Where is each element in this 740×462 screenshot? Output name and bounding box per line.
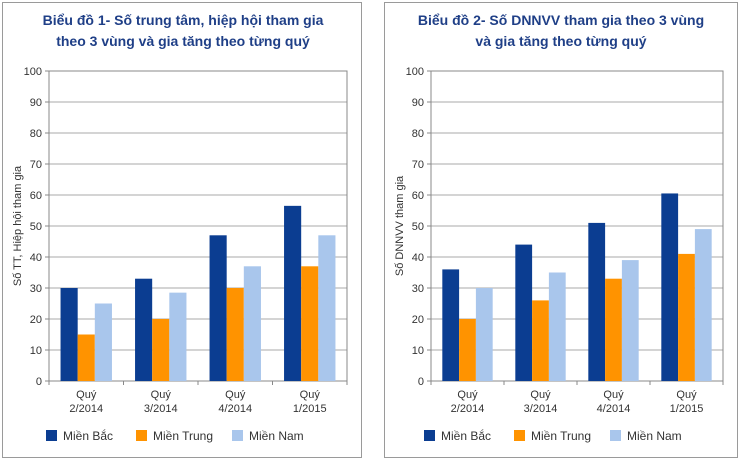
legend-swatch xyxy=(610,430,621,441)
y-tick-label: 40 xyxy=(30,252,42,264)
chart-title-line: và gia tăng theo từng quý xyxy=(475,33,646,49)
legend-label: Miền Nam xyxy=(249,429,304,443)
x-tick-label: Quý xyxy=(603,389,624,401)
x-tick-label: 4/2014 xyxy=(218,403,252,415)
chart-panel-2: Biểu đồ 2- Số DNNVV tham gia theo 3 vùng… xyxy=(384,2,738,458)
legend-swatch xyxy=(136,430,147,441)
x-tick-label: 1/2015 xyxy=(670,403,704,415)
x-tick-label: 1/2015 xyxy=(293,403,327,415)
bar-miền-trung xyxy=(77,334,95,381)
x-tick-label: Quý xyxy=(225,389,246,401)
y-tick-label: 10 xyxy=(412,345,424,357)
x-tick-label: 2/2014 xyxy=(451,403,485,415)
legend-label: Miền Trung xyxy=(531,429,591,443)
y-tick-label: 20 xyxy=(30,314,42,326)
bar-miền-bắc xyxy=(442,269,460,381)
x-tick-label: Quý xyxy=(76,389,97,401)
bar-miền-nam xyxy=(243,266,261,381)
x-tick-label: 4/2014 xyxy=(597,403,631,415)
bar-miền-bắc xyxy=(588,222,606,381)
x-tick-label: Quý xyxy=(300,389,321,401)
y-tick-label: 70 xyxy=(412,159,424,171)
bar-miền-nam xyxy=(694,229,712,381)
bar-miền-nam xyxy=(169,292,187,381)
chart-1-svg: Biểu đồ 1- Số trung tâm, hiệp hội tham g… xyxy=(12,12,348,443)
x-tick-label: 3/2014 xyxy=(144,403,178,415)
x-tick-label: Quý xyxy=(530,389,551,401)
legend-swatch xyxy=(424,430,435,441)
legend-label: Miền Bắc xyxy=(441,428,491,443)
bar-miền-bắc xyxy=(661,193,679,381)
y-tick-label: 0 xyxy=(36,376,42,388)
y-tick-label: 100 xyxy=(406,66,424,78)
y-tick-label: 0 xyxy=(418,376,424,388)
y-tick-label: 80 xyxy=(30,128,42,140)
bar-miền-nam xyxy=(548,272,566,381)
legend-swatch xyxy=(46,430,57,441)
x-tick-label: Quý xyxy=(676,389,697,401)
y-tick-label: 30 xyxy=(412,283,424,295)
y-axis-label: Số DNNVV tham gia xyxy=(394,175,406,276)
legend-swatch xyxy=(514,430,525,441)
y-tick-label: 100 xyxy=(24,66,42,78)
bar-miền-trung xyxy=(301,266,319,381)
legend-label: Miền Nam xyxy=(627,429,682,443)
bar-miền-bắc xyxy=(515,244,533,381)
chart-2-svg: Biểu đồ 2- Số DNNVV tham gia theo 3 vùng… xyxy=(394,12,724,443)
x-tick-label: 3/2014 xyxy=(524,403,558,415)
x-tick-label: 2/2014 xyxy=(69,403,103,415)
y-tick-label: 60 xyxy=(412,190,424,202)
bar-miền-trung xyxy=(226,288,244,381)
y-tick-label: 80 xyxy=(412,128,424,140)
x-tick-label: Quý xyxy=(457,389,478,401)
bar-miền-trung xyxy=(152,319,170,381)
y-tick-label: 40 xyxy=(412,252,424,264)
bar-miền-trung xyxy=(678,253,695,381)
legend-label: Miền Bắc xyxy=(63,428,113,443)
y-tick-label: 90 xyxy=(30,97,42,109)
y-tick-label: 10 xyxy=(30,345,42,357)
bar-miền-bắc xyxy=(284,205,302,381)
bar-miền-bắc xyxy=(60,288,78,381)
y-tick-label: 70 xyxy=(30,159,42,171)
y-tick-label: 50 xyxy=(30,221,42,233)
bar-miền-nam xyxy=(94,303,112,381)
chart-title-line: Biểu đồ 1- Số trung tâm, hiệp hội tham g… xyxy=(43,12,324,28)
bar-miền-bắc xyxy=(135,278,153,381)
y-axis-label: Số TT, Hiệp hội tham gia xyxy=(12,165,24,286)
bar-miền-bắc xyxy=(209,235,227,381)
chart-title-line: theo 3 vùng và gia tăng theo từng quý xyxy=(56,33,310,49)
y-tick-label: 30 xyxy=(30,283,42,295)
bar-miền-trung xyxy=(459,319,476,381)
bar-miền-nam xyxy=(318,235,336,381)
bar-miền-nam xyxy=(621,260,639,381)
y-tick-label: 50 xyxy=(412,221,424,233)
y-tick-label: 20 xyxy=(412,314,424,326)
bar-miền-nam xyxy=(475,288,493,381)
bar-miền-trung xyxy=(605,278,622,381)
legend-swatch xyxy=(232,430,243,441)
bar-miền-trung xyxy=(532,300,549,381)
chart-panel-1: Biểu đồ 1- Số trung tâm, hiệp hội tham g… xyxy=(2,2,362,458)
y-tick-label: 90 xyxy=(412,97,424,109)
chart-title-line: Biểu đồ 2- Số DNNVV tham gia theo 3 vùng xyxy=(418,12,704,28)
legend-label: Miền Trung xyxy=(153,429,213,443)
y-tick-label: 60 xyxy=(30,190,42,202)
x-tick-label: Quý xyxy=(151,389,172,401)
